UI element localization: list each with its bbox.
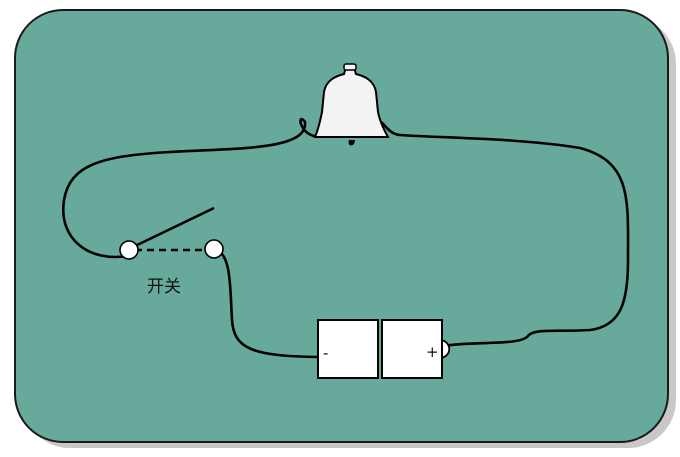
switch-terminal-right <box>204 239 224 259</box>
switch-label: 开关 <box>147 277 181 297</box>
bell-body <box>313 66 390 138</box>
bell-top <box>343 63 357 71</box>
bell-icon <box>313 63 390 146</box>
wire-battery-to-bell <box>376 118 630 348</box>
switch-lever <box>132 206 215 249</box>
battery-negative-label: - <box>323 344 328 362</box>
battery-positive-label: + <box>426 343 439 361</box>
battery-cell-negative <box>317 319 379 379</box>
battery: - + <box>317 319 451 379</box>
wire-switch-to-battery <box>212 247 320 359</box>
bell-clapper <box>348 139 355 146</box>
circuit-board <box>14 9 669 443</box>
wire-bell-to-switch <box>61 118 324 259</box>
switch: 开关 <box>119 206 224 297</box>
wires <box>61 118 630 359</box>
switch-terminal-left <box>119 240 139 260</box>
battery-cell-positive <box>381 319 443 379</box>
